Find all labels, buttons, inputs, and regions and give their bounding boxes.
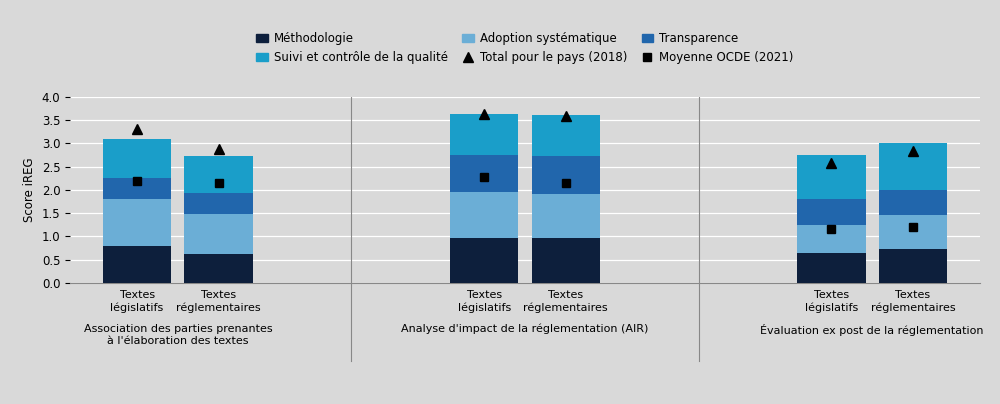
Bar <box>450 192 518 238</box>
Bar <box>797 225 866 252</box>
Bar <box>184 254 253 283</box>
Bar <box>103 246 171 283</box>
Legend: Méthodologie, Suivi et contrôle de la qualité, Adoption systématique, Total pour: Méthodologie, Suivi et contrôle de la qu… <box>256 32 794 64</box>
Bar <box>879 215 947 249</box>
Bar <box>532 194 600 238</box>
Text: Association des parties prenantes
à l'élaboration des textes: Association des parties prenantes à l'él… <box>84 324 272 346</box>
Bar <box>103 139 171 178</box>
Bar <box>879 143 947 190</box>
Bar <box>879 190 947 215</box>
Text: Analyse d'impact de la réglementation (AIR): Analyse d'impact de la réglementation (A… <box>401 324 649 334</box>
Bar <box>450 155 518 192</box>
Bar <box>532 115 600 156</box>
Bar <box>879 249 947 283</box>
Bar <box>184 214 253 254</box>
Bar <box>184 193 253 214</box>
Bar <box>797 155 866 199</box>
Text: Évaluation ex post de la réglementation: Évaluation ex post de la réglementation <box>760 324 984 336</box>
Bar <box>450 114 518 155</box>
Y-axis label: Score iREG: Score iREG <box>23 158 36 222</box>
Bar <box>184 156 253 193</box>
Bar <box>532 156 600 194</box>
Bar <box>797 252 866 283</box>
Bar <box>103 178 171 199</box>
Bar <box>103 199 171 246</box>
Bar <box>797 199 866 225</box>
Bar <box>532 238 600 283</box>
Bar <box>450 238 518 283</box>
